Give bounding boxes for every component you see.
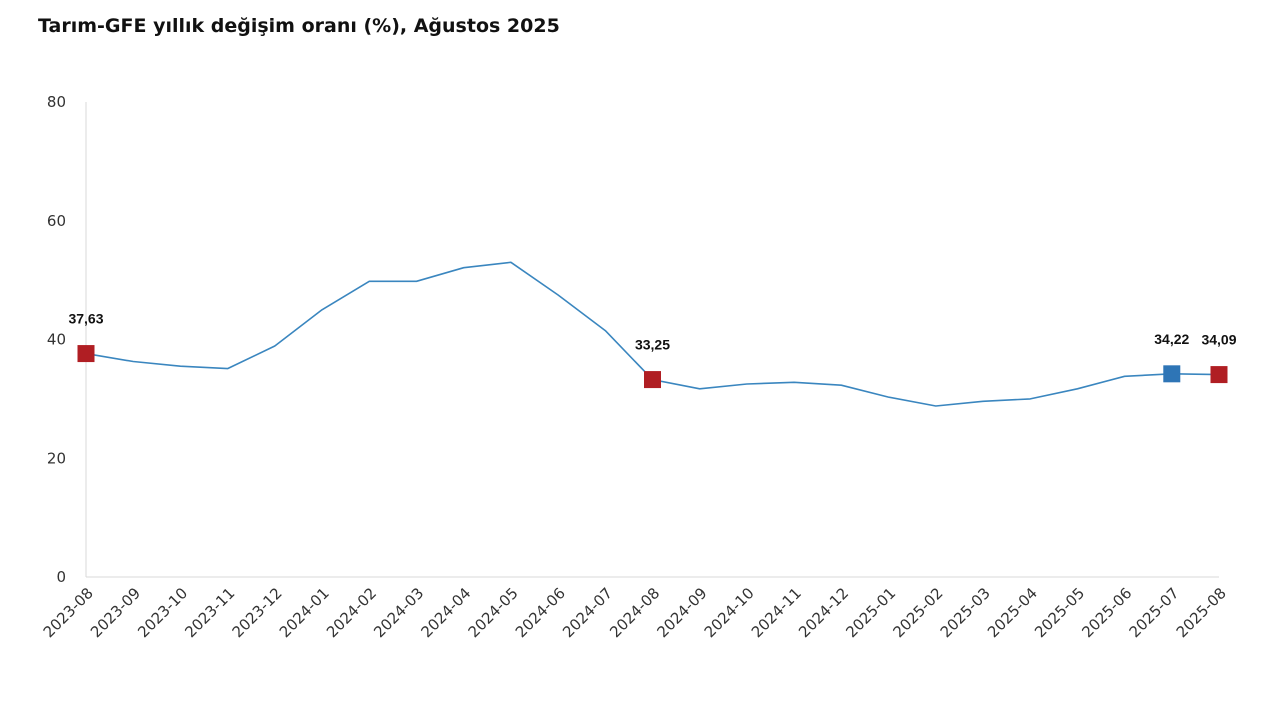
data-point-label: 33,25 bbox=[635, 337, 670, 353]
x-tick-label: 2023-08 bbox=[40, 584, 97, 641]
data-point-label: 37,63 bbox=[68, 311, 103, 327]
x-tick-label: 2025-01 bbox=[842, 584, 899, 641]
x-tick-label: 2024-10 bbox=[701, 584, 758, 641]
x-tick-label: 2024-05 bbox=[465, 584, 522, 641]
x-tick-label: 2023-10 bbox=[134, 584, 191, 641]
data-point-marker bbox=[1163, 365, 1181, 383]
data-point-label: 34,09 bbox=[1201, 332, 1236, 348]
x-tick-label: 2025-05 bbox=[1031, 584, 1088, 641]
x-tick-label: 2024-02 bbox=[323, 584, 380, 641]
x-tick-label: 2025-08 bbox=[1173, 584, 1230, 641]
data-point-label: 34,22 bbox=[1154, 331, 1189, 347]
y-tick-label: 80 bbox=[47, 93, 66, 111]
x-tick-label: 2025-02 bbox=[890, 584, 947, 641]
x-tick-label: 2023-09 bbox=[87, 584, 144, 641]
x-tick-label: 2024-06 bbox=[512, 584, 569, 641]
x-tick-label: 2025-06 bbox=[1078, 584, 1135, 641]
x-tick-label: 2024-08 bbox=[606, 584, 663, 641]
data-point-marker bbox=[77, 345, 95, 363]
x-tick-label: 2025-03 bbox=[937, 584, 994, 641]
y-tick-label: 40 bbox=[47, 331, 66, 349]
y-tick-label: 0 bbox=[56, 568, 66, 586]
x-tick-label: 2024-09 bbox=[653, 584, 710, 641]
x-tick-label: 2024-07 bbox=[559, 584, 616, 641]
x-tick-label: 2024-11 bbox=[748, 584, 805, 641]
x-tick-label: 2024-04 bbox=[417, 584, 474, 641]
x-tick-label: 2024-12 bbox=[795, 584, 852, 641]
x-tick-label: 2023-12 bbox=[229, 584, 286, 641]
x-tick-label: 2024-01 bbox=[276, 584, 333, 641]
x-tick-label: 2025-04 bbox=[984, 584, 1041, 641]
chart-title: Tarım-GFE yıllık değişim oranı (%), Ağus… bbox=[38, 15, 560, 37]
y-tick-label: 20 bbox=[47, 449, 66, 467]
x-tick-label: 2025-07 bbox=[1126, 584, 1183, 641]
x-tick-label: 2024-03 bbox=[370, 584, 427, 641]
data-point-marker bbox=[644, 371, 661, 389]
x-tick-label: 2023-11 bbox=[181, 584, 238, 641]
y-tick-label: 60 bbox=[47, 212, 66, 230]
data-point-marker bbox=[1210, 366, 1228, 384]
